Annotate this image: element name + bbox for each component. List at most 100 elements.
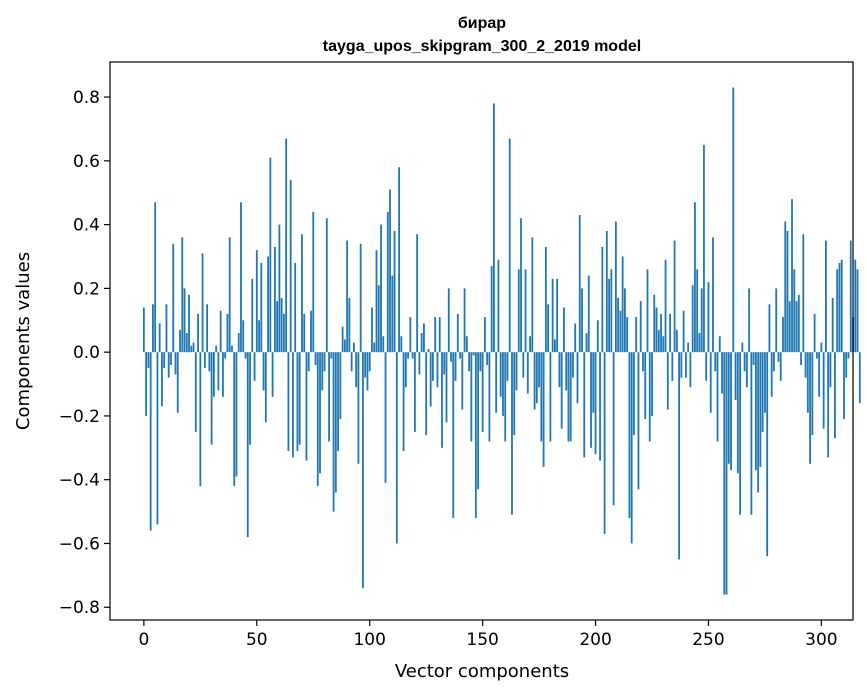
bar bbox=[240, 202, 242, 353]
x-tick-label: 250 bbox=[692, 630, 724, 650]
bar bbox=[380, 224, 382, 353]
bar bbox=[858, 352, 861, 404]
bar bbox=[639, 301, 642, 353]
bar bbox=[158, 323, 161, 353]
bar bbox=[574, 323, 577, 353]
bar bbox=[508, 138, 511, 353]
bar bbox=[748, 288, 751, 353]
bar bbox=[404, 352, 407, 388]
x-axis-label: Vector components bbox=[395, 661, 569, 682]
bar bbox=[258, 320, 260, 353]
bar bbox=[301, 234, 303, 353]
bar bbox=[678, 352, 681, 560]
bar bbox=[163, 352, 166, 369]
bar bbox=[610, 269, 613, 353]
bar bbox=[407, 352, 410, 359]
bar bbox=[296, 352, 299, 452]
bar bbox=[445, 352, 448, 423]
bar bbox=[547, 304, 550, 353]
bar bbox=[454, 352, 457, 381]
bar bbox=[251, 278, 254, 353]
bar bbox=[237, 333, 240, 353]
bar bbox=[289, 179, 292, 353]
bar bbox=[813, 313, 816, 353]
bar bbox=[149, 352, 152, 531]
bar bbox=[608, 278, 610, 353]
y-tick-label: 0.2 bbox=[73, 279, 100, 299]
bar bbox=[675, 329, 678, 353]
bar bbox=[782, 317, 784, 353]
bar bbox=[472, 352, 475, 356]
bar bbox=[775, 288, 778, 353]
bar bbox=[355, 352, 358, 388]
bar bbox=[544, 246, 547, 353]
bar bbox=[800, 352, 802, 365]
bar bbox=[429, 352, 432, 407]
chart-title-line1: бирар bbox=[458, 15, 506, 32]
bar bbox=[206, 304, 209, 353]
bar bbox=[152, 304, 154, 353]
bar bbox=[506, 352, 509, 381]
y-tick-label: 0.8 bbox=[73, 88, 100, 108]
bar bbox=[517, 269, 520, 353]
bar bbox=[172, 243, 175, 353]
bar bbox=[375, 250, 378, 353]
bar bbox=[621, 256, 624, 353]
bar bbox=[633, 352, 635, 436]
bar bbox=[745, 352, 748, 388]
x-tick-label: 50 bbox=[246, 630, 268, 650]
bar bbox=[540, 352, 543, 442]
bar bbox=[513, 352, 516, 436]
bar bbox=[520, 218, 522, 353]
bar bbox=[468, 352, 470, 372]
bar bbox=[707, 282, 710, 353]
plot-frame bbox=[109, 61, 854, 621]
bar bbox=[271, 352, 274, 397]
bar bbox=[222, 352, 224, 397]
x-tick-label: 200 bbox=[579, 630, 611, 650]
bar bbox=[190, 345, 193, 353]
bar bbox=[572, 352, 574, 378]
bar bbox=[161, 352, 163, 407]
bar bbox=[398, 167, 400, 353]
bar bbox=[567, 352, 570, 442]
bar bbox=[635, 317, 638, 353]
bar bbox=[287, 352, 290, 452]
bar bbox=[450, 352, 452, 362]
bar bbox=[260, 262, 263, 353]
bar bbox=[362, 352, 364, 589]
bar bbox=[282, 313, 285, 353]
bar bbox=[723, 352, 726, 595]
bar bbox=[310, 310, 312, 353]
x-tick-label: 0 bbox=[138, 630, 149, 650]
bar bbox=[219, 310, 222, 353]
bar bbox=[712, 237, 714, 353]
bar bbox=[558, 352, 561, 388]
y-axis-label: Components values bbox=[13, 252, 34, 430]
bar bbox=[718, 336, 721, 353]
bar bbox=[754, 352, 757, 471]
bar bbox=[425, 352, 428, 436]
bar bbox=[578, 215, 581, 353]
bar bbox=[684, 352, 687, 378]
bar bbox=[856, 269, 859, 353]
bar bbox=[605, 230, 608, 353]
bar bbox=[698, 333, 701, 353]
bar bbox=[845, 352, 848, 378]
bar bbox=[601, 246, 604, 353]
bar bbox=[553, 339, 556, 353]
bar bbox=[377, 285, 380, 353]
bar bbox=[587, 275, 590, 353]
bar bbox=[741, 342, 744, 353]
bar bbox=[463, 288, 466, 353]
bar bbox=[617, 297, 620, 353]
bar bbox=[614, 221, 617, 353]
bar bbox=[642, 352, 644, 372]
bar bbox=[432, 352, 434, 381]
bar bbox=[339, 352, 342, 420]
bar bbox=[757, 352, 760, 493]
bar bbox=[764, 352, 766, 413]
bar bbox=[479, 352, 482, 372]
y-tick-label: 0.4 bbox=[73, 216, 100, 236]
bar bbox=[576, 352, 579, 404]
